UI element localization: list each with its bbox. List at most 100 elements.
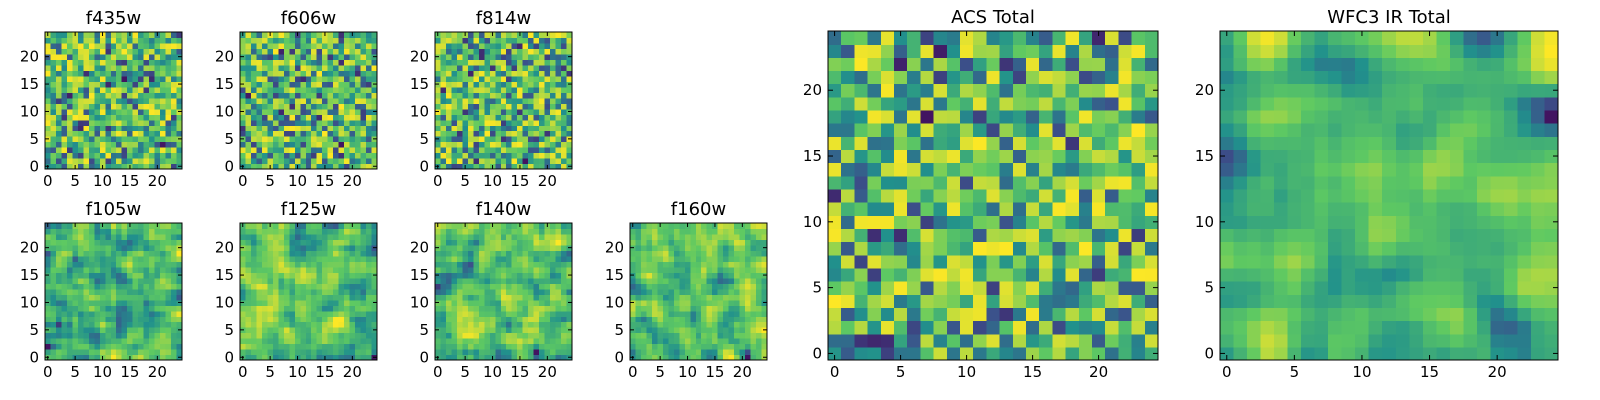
heatmap-cell <box>662 233 669 241</box>
heatmap-cell <box>495 261 502 268</box>
heatmap-cell <box>511 130 518 137</box>
chart-title-f435w: f435w <box>86 8 141 29</box>
heatmap-cell <box>1078 162 1093 177</box>
heatmap-cell <box>517 42 524 50</box>
heatmap-cell <box>701 261 708 268</box>
heatmap-cell <box>333 343 340 350</box>
heatmap-cell <box>489 277 496 284</box>
heatmap-cell <box>138 255 145 262</box>
heatmap-cell <box>920 215 935 229</box>
heatmap-cell <box>149 294 156 301</box>
heatmap-cell <box>355 92 362 99</box>
heatmap-cell <box>349 86 356 93</box>
heatmap-cell <box>316 316 323 323</box>
heatmap-cell <box>673 321 680 328</box>
heatmap-cell <box>761 283 768 290</box>
heatmap-cell <box>121 114 128 121</box>
heatmap-cell <box>366 48 373 55</box>
heatmap-cell <box>61 239 68 246</box>
heatmap-cell <box>50 288 57 295</box>
heatmap-cell <box>132 310 139 317</box>
heatmap-cell <box>640 272 648 279</box>
heatmap-cell <box>495 114 502 121</box>
heatmap-cell <box>561 327 568 334</box>
heatmap-cell <box>511 272 518 279</box>
heatmap-cell <box>50 141 57 148</box>
heatmap-cell <box>750 338 757 345</box>
heatmap-cell <box>555 37 562 44</box>
heatmap-cell <box>154 283 161 290</box>
heatmap-cell <box>506 37 513 44</box>
heatmap-cell <box>127 75 134 82</box>
heatmap-cell <box>646 261 653 268</box>
heatmap-cell <box>695 299 702 306</box>
heatmap-cell <box>256 316 263 323</box>
heatmap-cell <box>489 272 496 279</box>
heatmap-cell <box>272 228 279 235</box>
heatmap-cell <box>311 70 318 77</box>
heatmap-cell <box>294 343 301 350</box>
heatmap-cell <box>94 64 101 71</box>
heatmap-cell <box>1131 294 1146 308</box>
heatmap-cell <box>522 228 529 235</box>
heatmap-cell <box>355 272 362 279</box>
heatmap-cell <box>745 223 752 230</box>
heatmap-cell <box>662 321 669 328</box>
heatmap-cell <box>143 343 150 350</box>
heatmap-cell <box>261 136 268 143</box>
heatmap-cell <box>355 48 362 55</box>
heatmap-cell <box>50 114 57 121</box>
heatmap-cell <box>539 152 546 159</box>
heatmap-cell <box>679 321 686 328</box>
heatmap-cell <box>841 215 855 229</box>
heatmap-cell <box>517 59 524 66</box>
heatmap-cell <box>467 64 474 71</box>
heatmap-cell <box>245 53 252 60</box>
heatmap-cell <box>99 310 106 317</box>
heatmap-cell <box>116 152 123 159</box>
heatmap-cell <box>121 244 128 251</box>
heatmap-cell <box>371 59 378 66</box>
heatmap-cell <box>94 108 101 115</box>
heatmap-cell <box>66 86 73 93</box>
heatmap-cell <box>349 244 356 251</box>
heatmap-cell <box>706 288 713 295</box>
heatmap-cell <box>695 338 702 345</box>
heatmap-cell <box>750 310 757 317</box>
heatmap-cell <box>355 354 362 361</box>
heatmap-cell <box>50 233 57 241</box>
heatmap-cell <box>143 261 150 268</box>
heatmap-cell <box>506 59 513 66</box>
heatmap-cell <box>756 283 763 290</box>
heatmap-cell <box>110 233 117 241</box>
heatmap-cell <box>451 277 458 284</box>
heatmap-cell <box>894 162 908 177</box>
heatmap-cell <box>256 354 263 361</box>
heatmap-cell <box>327 310 334 317</box>
heatmap-cell <box>511 86 518 93</box>
heatmap-cell <box>360 59 367 66</box>
heatmap-cell <box>495 349 502 356</box>
heatmap-cell <box>528 42 535 50</box>
heatmap-cell <box>668 228 675 235</box>
heatmap-cell <box>745 294 752 301</box>
heatmap-cell <box>946 294 961 308</box>
heatmap-cell <box>289 332 296 339</box>
heatmap-cell <box>245 32 252 39</box>
heatmap-cell <box>539 125 546 132</box>
heatmap-cell <box>61 294 68 301</box>
heatmap-cell <box>160 92 167 99</box>
heatmap-cell <box>245 250 252 257</box>
heatmap-cell <box>555 294 562 301</box>
heatmap-cell <box>456 125 463 132</box>
heatmap-cell <box>555 223 562 230</box>
heatmap-cell <box>484 163 491 170</box>
heatmap-cell <box>522 64 529 71</box>
heatmap-cell <box>894 267 908 282</box>
heatmap-cell <box>261 261 268 268</box>
heatmap-cell <box>283 255 290 262</box>
heatmap-cell <box>467 119 474 126</box>
heatmap-cell <box>635 343 642 350</box>
heatmap-cell <box>240 228 247 235</box>
